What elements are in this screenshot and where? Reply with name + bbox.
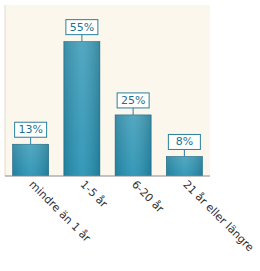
bar xyxy=(13,144,49,176)
label-box xyxy=(66,20,98,35)
label-connector xyxy=(30,137,31,144)
bar-shade xyxy=(13,144,49,176)
label-box xyxy=(168,134,200,149)
label-box xyxy=(117,93,149,108)
label-box xyxy=(15,122,47,137)
label-connector xyxy=(184,149,185,156)
category-label: 21 år eller längre xyxy=(180,178,256,254)
data-label: 8% xyxy=(176,135,193,148)
y-axis-line xyxy=(5,5,6,176)
bar-shade xyxy=(166,156,202,176)
bar xyxy=(115,115,151,176)
x-axis-line xyxy=(5,176,210,177)
bar xyxy=(166,156,202,176)
category-label: 6-20 år xyxy=(129,178,167,216)
labels: 13%mindre än 1 år55%1-5 år25%6-20 år8%21… xyxy=(15,20,257,255)
chart: 13%mindre än 1 år55%1-5 år25%6-20 år8%21… xyxy=(0,0,260,271)
category-label: 1-5 år xyxy=(78,178,111,211)
data-label: 25% xyxy=(121,94,145,107)
data-label: 13% xyxy=(18,123,42,136)
label-connector xyxy=(133,108,134,115)
bar xyxy=(64,42,100,176)
bar-shade xyxy=(115,115,151,176)
plot-background xyxy=(5,5,210,176)
bars xyxy=(13,42,203,176)
data-label: 55% xyxy=(70,21,94,34)
bar-shade xyxy=(64,42,100,176)
label-connector xyxy=(81,35,82,42)
